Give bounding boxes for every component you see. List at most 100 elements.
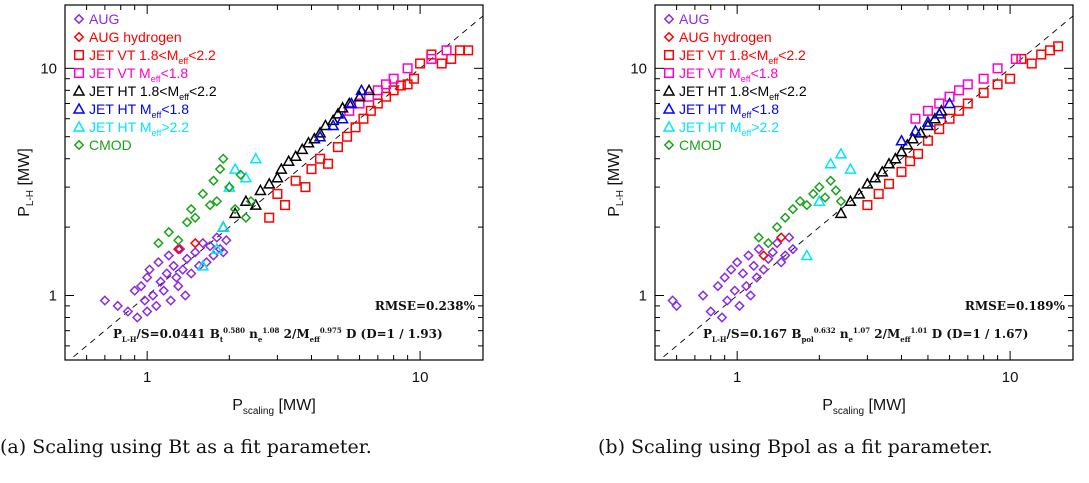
- data-point: [189, 212, 201, 223]
- data-point: [240, 212, 252, 223]
- axis-ticks: [654, 5, 1073, 360]
- data-point: [1005, 73, 1016, 84]
- data-point: [905, 156, 916, 167]
- series-jet-vt-m-eff-1-8: [910, 53, 1021, 124]
- data-point: [271, 171, 284, 183]
- data-point: [731, 257, 743, 268]
- legend-label: JET HT 1.8<Meff<2.2: [679, 83, 807, 102]
- data-point: [962, 79, 973, 90]
- data-point: [787, 243, 799, 255]
- data-point: [196, 259, 210, 271]
- data-point: [463, 45, 474, 56]
- legend-marker: [73, 67, 85, 79]
- data-point: [342, 131, 353, 142]
- data-point: [1036, 49, 1047, 60]
- data-point: [835, 195, 847, 207]
- data-point: [779, 250, 791, 261]
- data-point: [814, 181, 825, 193]
- data-point: [753, 232, 765, 243]
- data-point: [355, 83, 368, 96]
- data-point: [372, 98, 383, 109]
- data-point: [210, 242, 224, 254]
- data-point: [1053, 41, 1064, 52]
- data-point: [787, 203, 799, 215]
- data-point: [197, 237, 209, 249]
- data-point: [725, 264, 737, 275]
- data-point: [353, 90, 366, 102]
- y-tick-label: 10: [630, 60, 647, 77]
- data-point: [141, 272, 153, 283]
- data-point: [763, 237, 774, 249]
- legend-marker: [72, 120, 86, 132]
- series-jet-vt-m-eff-1-8: [344, 45, 452, 116]
- series-aug: [99, 232, 232, 323]
- data-point: [758, 250, 769, 261]
- data-point: [883, 178, 895, 189]
- legend-label: JET HT Meff<1.8: [679, 101, 779, 120]
- legend-marker: [663, 67, 675, 79]
- data-point: [800, 248, 814, 261]
- data-point: [214, 163, 226, 175]
- axis-ticks: [64, 5, 483, 360]
- data-point: [323, 158, 334, 169]
- data-point: [189, 237, 201, 249]
- data-point: [181, 217, 193, 228]
- panel-a: 1 10 1 10 Pscaling [MW] PL-H [MW] AUG AUG hydro…: [0, 0, 520, 483]
- data-point: [208, 250, 219, 261]
- data-point: [943, 96, 956, 109]
- legend-label: JET HT Meff>2.2: [679, 119, 779, 138]
- data-point: [249, 152, 263, 164]
- data-point: [141, 306, 153, 317]
- legend-marker: [662, 102, 676, 114]
- legend-label: JET VT 1.8<Meff<2.2: [89, 47, 216, 66]
- data-point: [978, 87, 989, 98]
- series-jet-vt-1-8-m-eff-2-2: [264, 45, 474, 223]
- reference-line: [658, 15, 1073, 360]
- data-point: [181, 253, 193, 265]
- rmse-label: RMSE=0.238%: [375, 299, 476, 313]
- data-point: [441, 45, 452, 56]
- legend-marker: [73, 49, 85, 61]
- series-cmod: [153, 153, 257, 249]
- data-point: [168, 260, 179, 272]
- data-point: [1026, 58, 1037, 69]
- series-aug-hydrogen: [758, 232, 787, 261]
- data-point: [953, 105, 965, 116]
- data-point: [354, 98, 365, 109]
- data-point: [825, 175, 836, 186]
- data-point: [197, 188, 209, 200]
- data-point: [807, 188, 819, 200]
- data-point: [748, 260, 759, 272]
- data-point: [712, 280, 724, 292]
- data-point: [844, 162, 857, 174]
- data-point: [336, 112, 349, 124]
- data-point: [671, 300, 682, 312]
- series-jet-ht-m-eff-2-2: [196, 152, 263, 271]
- data-point: [813, 194, 826, 206]
- data-point: [279, 200, 291, 211]
- data-point: [408, 73, 420, 84]
- data-point: [753, 243, 765, 255]
- legend-marker: [73, 13, 85, 25]
- data-point: [932, 107, 946, 119]
- x-tick-label: 1: [143, 369, 151, 386]
- data-point: [290, 175, 301, 186]
- data-point: [174, 243, 186, 255]
- legend-label: AUG hydrogen: [679, 29, 772, 45]
- data-point: [794, 195, 806, 207]
- data-point: [326, 113, 340, 126]
- series-jet-vt-1-8-m-eff-2-2: [862, 41, 1064, 211]
- legend-marker: [73, 31, 85, 43]
- series-jet-ht-m-eff-1-8: [313, 83, 368, 142]
- data-point: [208, 175, 219, 186]
- data-point: [426, 53, 437, 64]
- data-point: [315, 153, 326, 164]
- data-point: [185, 203, 197, 215]
- data-point: [189, 246, 201, 258]
- legend-marker: [663, 139, 675, 151]
- data-point: [155, 276, 166, 287]
- data-point: [345, 96, 358, 109]
- formula-label: PL-H/S=0.0441 Bt0.580 ne1.08 2/Meff0.975…: [113, 326, 443, 344]
